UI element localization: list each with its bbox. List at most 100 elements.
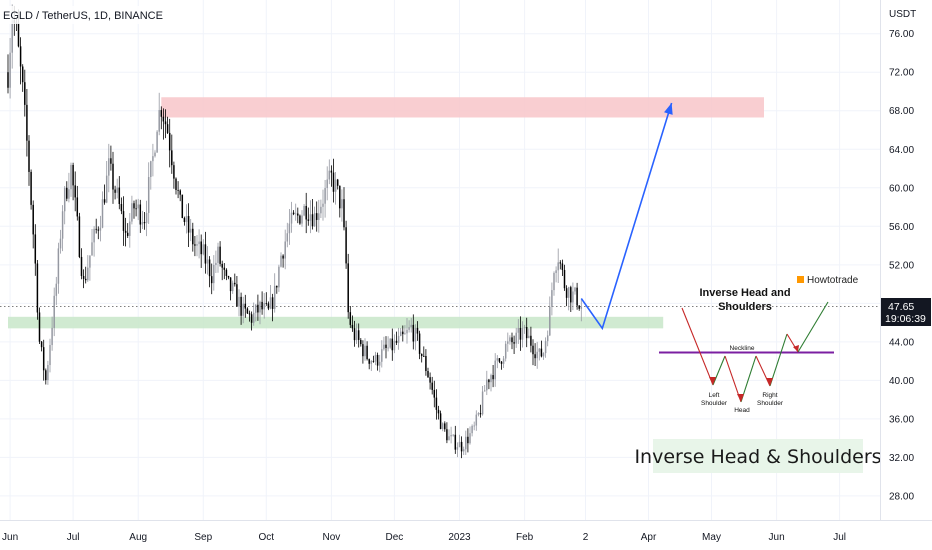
candle-body xyxy=(427,370,429,378)
price-tick-label: 64.00 xyxy=(889,145,914,156)
pattern-infographic: Inverse Head and Shoulders Howtotrade Ne… xyxy=(659,275,859,414)
candle-body xyxy=(21,66,24,83)
candle-body xyxy=(194,244,196,246)
candle-body xyxy=(162,116,165,122)
pattern-arrow-neckline-retest xyxy=(793,345,799,352)
candle-body xyxy=(267,303,270,309)
candle-body xyxy=(101,199,104,228)
price-tick-label: 52.00 xyxy=(889,260,914,271)
candle-body xyxy=(154,152,156,157)
axis-currency: USDT xyxy=(889,9,916,20)
logo-icon xyxy=(797,276,804,283)
candle-body xyxy=(110,158,112,164)
candle-body xyxy=(290,212,293,224)
candle-body xyxy=(234,282,236,285)
title-background xyxy=(0,6,150,24)
candle-body xyxy=(448,436,450,441)
candle-body xyxy=(74,185,76,198)
candle-body xyxy=(223,267,226,270)
candle-body xyxy=(515,332,517,344)
candle-body xyxy=(49,345,51,366)
candle-body xyxy=(553,272,555,291)
candle-body xyxy=(87,267,89,281)
candle-body xyxy=(273,285,276,309)
candle-body xyxy=(450,435,452,437)
right-shoulder-label-2: Shoulder xyxy=(757,400,784,407)
candle-body xyxy=(164,121,167,125)
candle-body xyxy=(507,341,509,344)
candle-body xyxy=(456,447,459,450)
candle-body xyxy=(297,213,299,216)
candle-body xyxy=(200,241,202,255)
candle-body xyxy=(393,340,396,351)
candle-body xyxy=(11,20,13,53)
candle-body xyxy=(458,441,461,448)
pattern-leg-6 xyxy=(769,333,788,387)
candle-body xyxy=(504,343,507,359)
candle-body xyxy=(509,337,511,342)
candle-body xyxy=(326,179,328,189)
candle-body xyxy=(313,213,316,227)
right-shoulder-label-1: Right xyxy=(762,392,777,399)
time-tick-label: Jun xyxy=(2,532,18,543)
pattern-arrow-head xyxy=(737,394,744,402)
candle-body xyxy=(181,194,184,219)
time-axis-ticks: Jun Jul Aug Sep Oct Nov Dec 2023 Feb 2 Apr May Jun Ju… xyxy=(2,532,846,543)
candle-body xyxy=(530,335,532,346)
candle-body xyxy=(486,379,488,391)
candle-body xyxy=(244,303,247,309)
candle-body xyxy=(387,347,389,349)
candle-body xyxy=(221,263,223,268)
candle-body xyxy=(416,327,419,334)
candle-body xyxy=(532,345,534,355)
candle-body xyxy=(301,215,303,224)
candle-body xyxy=(7,72,9,88)
candle-body xyxy=(349,312,352,325)
time-tick-label: Oct xyxy=(259,532,275,543)
candle-body xyxy=(292,212,295,215)
candle-body xyxy=(135,208,137,210)
candle-body xyxy=(437,409,440,414)
candle-body xyxy=(97,229,100,231)
candle-body xyxy=(114,189,116,193)
candle-body xyxy=(24,82,26,105)
candle-body xyxy=(355,330,358,341)
candle-body xyxy=(309,214,312,221)
candle-body xyxy=(198,241,200,245)
candle-body xyxy=(305,205,307,220)
candle-body xyxy=(168,132,171,151)
candle-body xyxy=(89,255,91,268)
candle-body xyxy=(580,306,583,309)
left-shoulder-label-2: Shoulder xyxy=(701,400,728,407)
candle-body xyxy=(248,313,251,315)
candle-body xyxy=(549,306,551,336)
pattern-leg-8 xyxy=(797,301,829,353)
candle-body xyxy=(406,329,408,334)
candle-body xyxy=(488,379,490,383)
candle-body xyxy=(397,335,400,343)
candle-body xyxy=(341,199,343,209)
price-badge-countdown: 19:06:39 xyxy=(885,313,926,325)
candle-body xyxy=(570,287,572,303)
time-axis-background xyxy=(0,520,932,550)
candle-body xyxy=(433,389,436,398)
candle-body xyxy=(68,189,70,199)
candle-body xyxy=(551,290,553,307)
candle-body xyxy=(523,327,526,329)
candle-body xyxy=(95,228,97,230)
price-tick-label: 40.00 xyxy=(889,376,914,387)
candle-body xyxy=(26,104,28,141)
pattern-arrow-left-shoulder xyxy=(709,377,716,385)
candle-body xyxy=(177,189,179,191)
candle-body xyxy=(431,382,433,390)
candle-body xyxy=(141,222,144,225)
candle-body xyxy=(412,324,415,342)
candle-body xyxy=(339,185,341,209)
candle-body xyxy=(240,296,242,316)
candle-body xyxy=(414,327,417,342)
candle-body xyxy=(572,291,574,303)
candle-body xyxy=(385,344,387,348)
candle-body xyxy=(105,175,108,203)
candle-body xyxy=(444,423,446,430)
candle-body xyxy=(124,230,127,233)
